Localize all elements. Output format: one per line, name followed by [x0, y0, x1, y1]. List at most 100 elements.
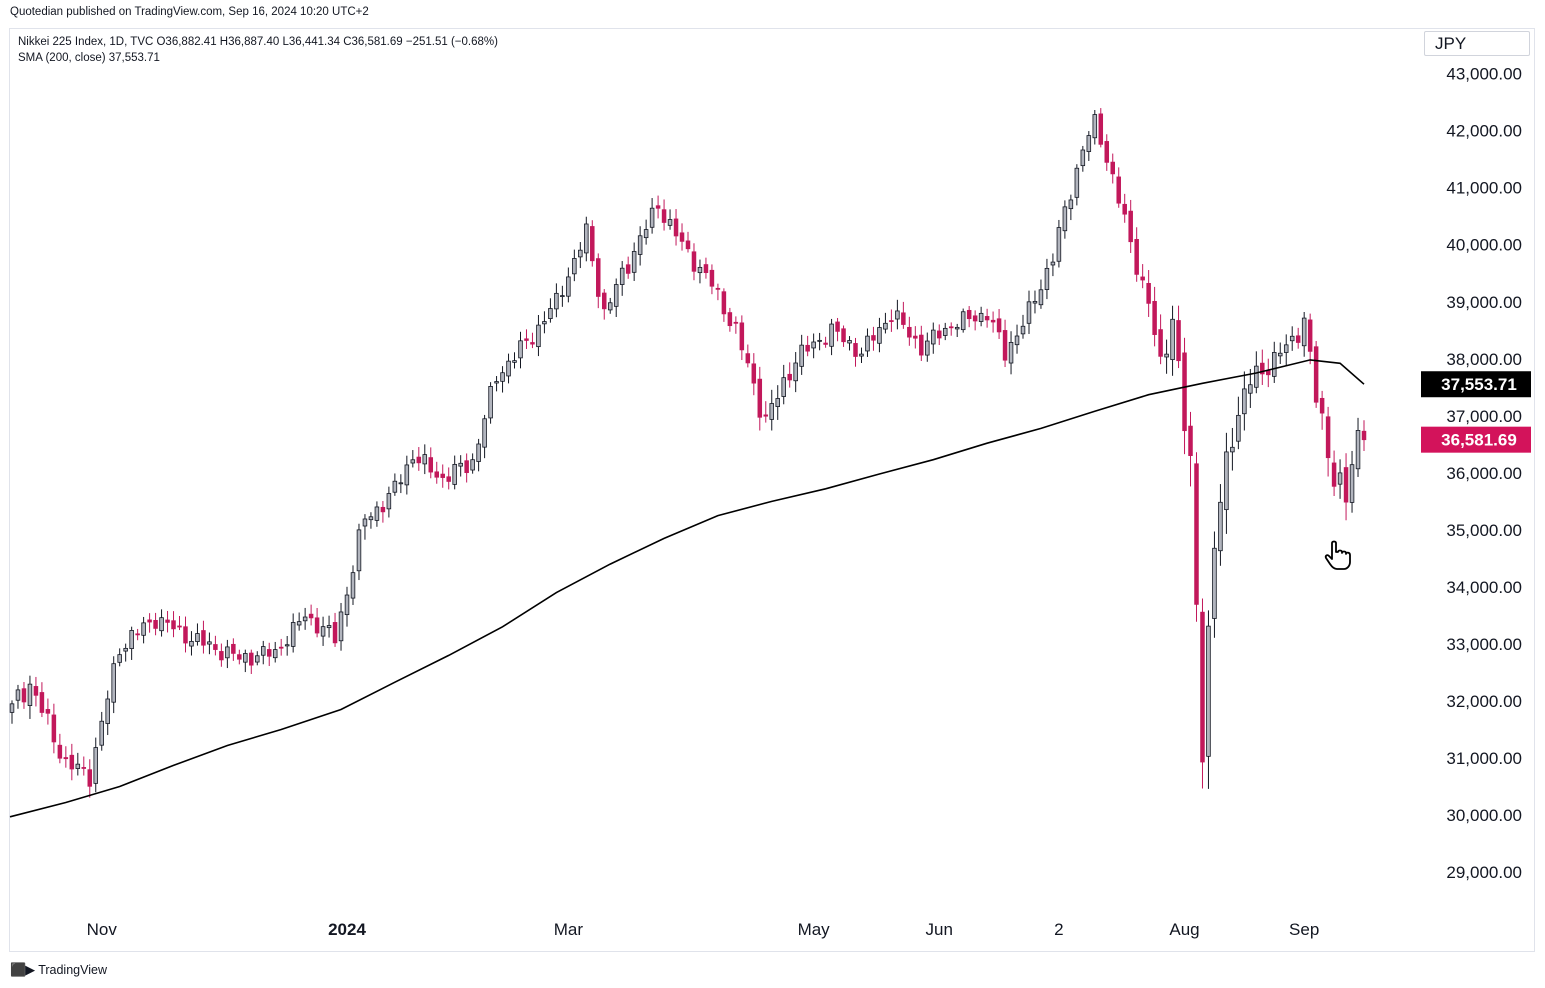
- x-tick-label: May: [798, 920, 831, 939]
- x-tick-label: Jun: [926, 920, 953, 939]
- candle-up: [243, 653, 248, 663]
- candle-up: [374, 506, 380, 521]
- candle-up: [105, 698, 110, 724]
- candle-up: [261, 646, 266, 656]
- candle-up: [1248, 384, 1253, 394]
- candle-down: [1146, 283, 1151, 304]
- candle-down: [1188, 425, 1193, 456]
- candle-up: [1038, 289, 1044, 306]
- candle-up: [1242, 388, 1247, 415]
- candle-up: [1272, 352, 1277, 377]
- candle-up: [512, 360, 517, 363]
- candle-up: [123, 647, 128, 652]
- tradingview-logo-icon: ⬛▶: [10, 962, 35, 977]
- candle-down: [1176, 320, 1181, 362]
- candle-up: [566, 276, 571, 297]
- candle-down: [763, 414, 769, 417]
- candle-up: [536, 324, 541, 348]
- candle-down: [596, 258, 601, 297]
- candle-up: [159, 617, 164, 632]
- candle-up: [637, 235, 643, 255]
- candle-down: [1128, 210, 1133, 243]
- candle-down: [721, 291, 727, 315]
- candle-up: [290, 622, 296, 647]
- candle-down: [165, 619, 170, 623]
- candle-up: [1212, 547, 1217, 619]
- candle-down: [1295, 335, 1301, 343]
- candle-down: [87, 769, 93, 787]
- candle-down: [524, 338, 529, 341]
- candle-up: [344, 594, 350, 616]
- candle-up: [452, 463, 457, 485]
- candle-up: [865, 335, 870, 352]
- candle-down: [231, 643, 236, 654]
- candle-down: [1266, 370, 1271, 376]
- candle-up: [1218, 501, 1223, 552]
- candle-up: [775, 398, 780, 407]
- candle-down: [655, 205, 661, 209]
- candle-down: [1182, 352, 1187, 432]
- candle-down: [183, 626, 188, 644]
- y-tick-label: 29,000.00: [1446, 863, 1522, 882]
- candle-up: [302, 616, 308, 622]
- currency-selector[interactable]: JPY: [1424, 31, 1530, 56]
- candle-down: [1134, 239, 1139, 275]
- candle-down: [966, 309, 972, 320]
- y-tick-label: 30,000.00: [1446, 806, 1522, 825]
- candle-down: [673, 218, 679, 237]
- sma-price-label: 37,553.71: [1421, 371, 1531, 398]
- candle-down: [841, 328, 846, 343]
- candle-down: [739, 322, 745, 351]
- candle-down: [1098, 113, 1104, 145]
- candle-up: [895, 310, 900, 320]
- candle-up: [189, 640, 194, 647]
- candle-up: [1170, 318, 1175, 361]
- candle-down: [45, 709, 51, 714]
- candle-up: [1008, 341, 1014, 364]
- candle-up: [1020, 325, 1026, 335]
- publisher-caption: Quotedian published on TradingView.com, …: [10, 6, 369, 18]
- candle-up: [793, 362, 798, 382]
- candle-up: [284, 644, 290, 647]
- candle-down: [57, 744, 63, 759]
- candle-down: [33, 686, 39, 696]
- candle-up: [392, 480, 398, 493]
- candle-down: [853, 343, 858, 357]
- y-tick-label: 35,000.00: [1446, 521, 1522, 540]
- candle-up: [99, 720, 104, 746]
- candle-down: [625, 264, 631, 274]
- candle-down: [972, 315, 978, 322]
- candle-down: [81, 767, 87, 769]
- candle-down: [590, 226, 595, 262]
- candle-up: [296, 621, 302, 626]
- sma-200-line: [9, 359, 1365, 818]
- candle-up: [1080, 149, 1086, 167]
- candle-up: [506, 360, 511, 377]
- x-tick-label: Aug: [1169, 920, 1199, 939]
- candle-down: [948, 326, 954, 329]
- candle-up: [1014, 335, 1020, 346]
- candle-up: [1062, 206, 1068, 232]
- candle-up: [494, 381, 499, 384]
- candle-up: [207, 641, 212, 645]
- candle-down: [63, 757, 69, 760]
- candle-down: [1110, 161, 1115, 175]
- candle-down: [69, 754, 75, 770]
- footer-branding[interactable]: ⬛▶ TradingView: [10, 962, 107, 978]
- candle-down: [147, 619, 152, 623]
- candle-down: [1122, 203, 1127, 215]
- y-tick-label: 32,000.00: [1446, 692, 1522, 711]
- candle-down: [1343, 467, 1349, 503]
- candle-up: [607, 302, 613, 311]
- candle-down: [1194, 463, 1199, 605]
- candle-down: [679, 232, 685, 242]
- candle-down: [440, 473, 445, 478]
- candle-up: [1230, 446, 1235, 453]
- candle-down: [428, 457, 434, 473]
- candle-up: [613, 284, 619, 307]
- candle-down: [434, 471, 439, 478]
- candle-up: [799, 344, 804, 367]
- candle-down: [446, 476, 451, 482]
- candle-up: [75, 763, 81, 769]
